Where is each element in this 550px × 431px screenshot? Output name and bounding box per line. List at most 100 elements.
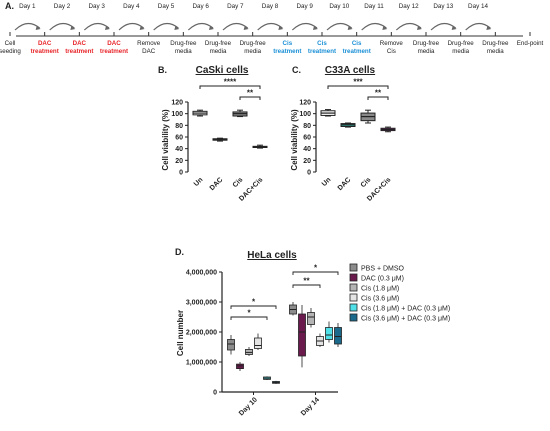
day-label: Day 6 bbox=[192, 3, 209, 10]
panel-d-label: D. bbox=[175, 247, 184, 257]
y-tick-label: 4,000,000 bbox=[186, 270, 217, 277]
y-tick-label: 40 bbox=[303, 146, 311, 153]
day-label: Day 8 bbox=[262, 3, 279, 10]
y-tick-label: 2,000,000 bbox=[186, 330, 217, 337]
significance-label: * bbox=[252, 298, 256, 307]
timeline-stage-label: Drug-free bbox=[240, 40, 267, 47]
day-label: Day 9 bbox=[296, 3, 313, 10]
significance-label: ** bbox=[375, 89, 382, 98]
hela-panel: D. HeLa cells Cell number 0 1,000,000 2,00… bbox=[175, 247, 450, 417]
timeline-stage-label: Cell bbox=[5, 40, 16, 47]
day-arrow bbox=[395, 22, 422, 31]
x-tick-label: Day 14 bbox=[300, 396, 321, 417]
day-arrow bbox=[14, 22, 41, 31]
y-tick-label: 120 bbox=[299, 100, 311, 107]
day-arrow bbox=[153, 22, 179, 31]
panel-b-label: B. bbox=[158, 65, 167, 75]
significance-bracket bbox=[367, 96, 389, 100]
day-label: Day 1 bbox=[19, 3, 36, 10]
y-tick-label: 1,000,000 bbox=[186, 360, 217, 367]
timeline-stage-label: media bbox=[487, 48, 504, 55]
day-label: Day 13 bbox=[433, 3, 453, 10]
day-arrow bbox=[430, 22, 457, 31]
day-arrowhead bbox=[382, 26, 388, 30]
timeline-stage-label: DAC bbox=[38, 40, 52, 47]
timeline-stage-label: Remove bbox=[380, 40, 404, 47]
day-label: Day 4 bbox=[123, 3, 140, 10]
legend-label: Cis (3.6 μM) bbox=[361, 296, 399, 303]
panel-c-label: C. bbox=[292, 65, 301, 75]
timeline-stage-label: treatment bbox=[273, 48, 301, 55]
caski-title: CaSki cells bbox=[196, 65, 249, 76]
day-arrow bbox=[49, 22, 75, 31]
day-arrow bbox=[257, 22, 283, 31]
panel-a-label: A. bbox=[5, 1, 14, 11]
y-tick-label: 3,000,000 bbox=[186, 300, 217, 307]
timeline-stage-label: treatment bbox=[100, 48, 128, 55]
timeline-stage-label: treatment bbox=[65, 48, 93, 55]
box-series-2 bbox=[307, 312, 315, 325]
day-arrowhead bbox=[70, 26, 76, 30]
legend-swatch bbox=[349, 273, 358, 282]
y-tick-label: 20 bbox=[303, 158, 311, 165]
legend-swatch bbox=[349, 293, 358, 302]
legend-swatch bbox=[349, 303, 358, 312]
day-arrow bbox=[326, 22, 353, 31]
day-arrow bbox=[118, 22, 145, 31]
x-tick-label: Un bbox=[193, 176, 205, 188]
c33a-y-axis-label: Cell viability (%) bbox=[290, 109, 299, 171]
y-tick-label: 100 bbox=[299, 111, 311, 118]
y-tick-label: 60 bbox=[175, 135, 183, 142]
hela-y-axis-label: Cell number bbox=[176, 310, 185, 356]
day-label: Day 11 bbox=[364, 3, 384, 10]
timeline-stage-label: media bbox=[175, 48, 192, 55]
timeline-stage-label: media bbox=[418, 48, 435, 55]
x-tick-label: Un bbox=[321, 176, 333, 188]
timeline-stage-label: Drug-free bbox=[413, 40, 440, 47]
timeline-stage-label: DAC bbox=[73, 40, 87, 47]
day-label: Day 3 bbox=[88, 3, 105, 10]
timeline-stage-label: Drug-free bbox=[205, 40, 232, 47]
significance-label: * bbox=[314, 264, 318, 273]
day-label: Day 7 bbox=[227, 3, 244, 10]
significance-bracket bbox=[230, 305, 277, 309]
significance-label: ** bbox=[247, 89, 254, 98]
legend-label: Cis (1.8 μM) + DAC (0.3 μM) bbox=[361, 306, 450, 313]
timeline-panel: A. Day 1 Day 2 Day 3 Day 4 Day 5 Day 6 Day 7 Da… bbox=[0, 1, 544, 55]
box-series-5 bbox=[334, 327, 342, 345]
significance-label: ** bbox=[303, 277, 310, 286]
legend-swatch bbox=[349, 283, 358, 292]
caski-y-axis-label: Cell viability (%) bbox=[161, 109, 170, 171]
timeline-stage-label: Cis bbox=[317, 40, 327, 47]
timeline-stage-label: DAC bbox=[142, 48, 156, 55]
significance-bracket bbox=[199, 85, 261, 89]
timeline-stage-label: End-point bbox=[517, 40, 544, 47]
timeline-stage-label: media bbox=[210, 48, 227, 55]
day-arrow bbox=[83, 22, 110, 31]
significance-bracket bbox=[239, 96, 261, 100]
box-series-0 bbox=[227, 339, 235, 351]
x-tick-label: Cis bbox=[232, 176, 245, 189]
day-label: Day 10 bbox=[329, 3, 349, 10]
day-arrowhead bbox=[243, 26, 249, 30]
significance-label: * bbox=[247, 309, 251, 318]
c33a-panel: C. C33A cells Cell viability (%) 0 20 40 60… bbox=[290, 65, 396, 203]
timeline-stage-label: treatment bbox=[31, 48, 59, 55]
x-tick-label: DAC bbox=[209, 176, 225, 192]
significance-bracket bbox=[327, 85, 389, 89]
y-tick-label: 120 bbox=[171, 100, 183, 107]
hela-title: HeLa cells bbox=[247, 250, 297, 261]
x-tick-label: DAC bbox=[337, 176, 353, 192]
box-series-3 bbox=[254, 337, 262, 349]
y-tick-label: 80 bbox=[303, 123, 311, 130]
day-arrow bbox=[291, 22, 318, 31]
legend-label: PBS + DMSO bbox=[361, 266, 405, 273]
day-arrow bbox=[222, 22, 249, 31]
y-tick-label: 60 bbox=[303, 135, 311, 142]
day-arrowhead bbox=[278, 26, 284, 30]
day-arrowhead bbox=[35, 26, 41, 30]
c33a-title: C33A cells bbox=[325, 65, 376, 76]
timeline-stage-label: treatment bbox=[343, 48, 371, 55]
day-arrowhead bbox=[174, 26, 180, 30]
